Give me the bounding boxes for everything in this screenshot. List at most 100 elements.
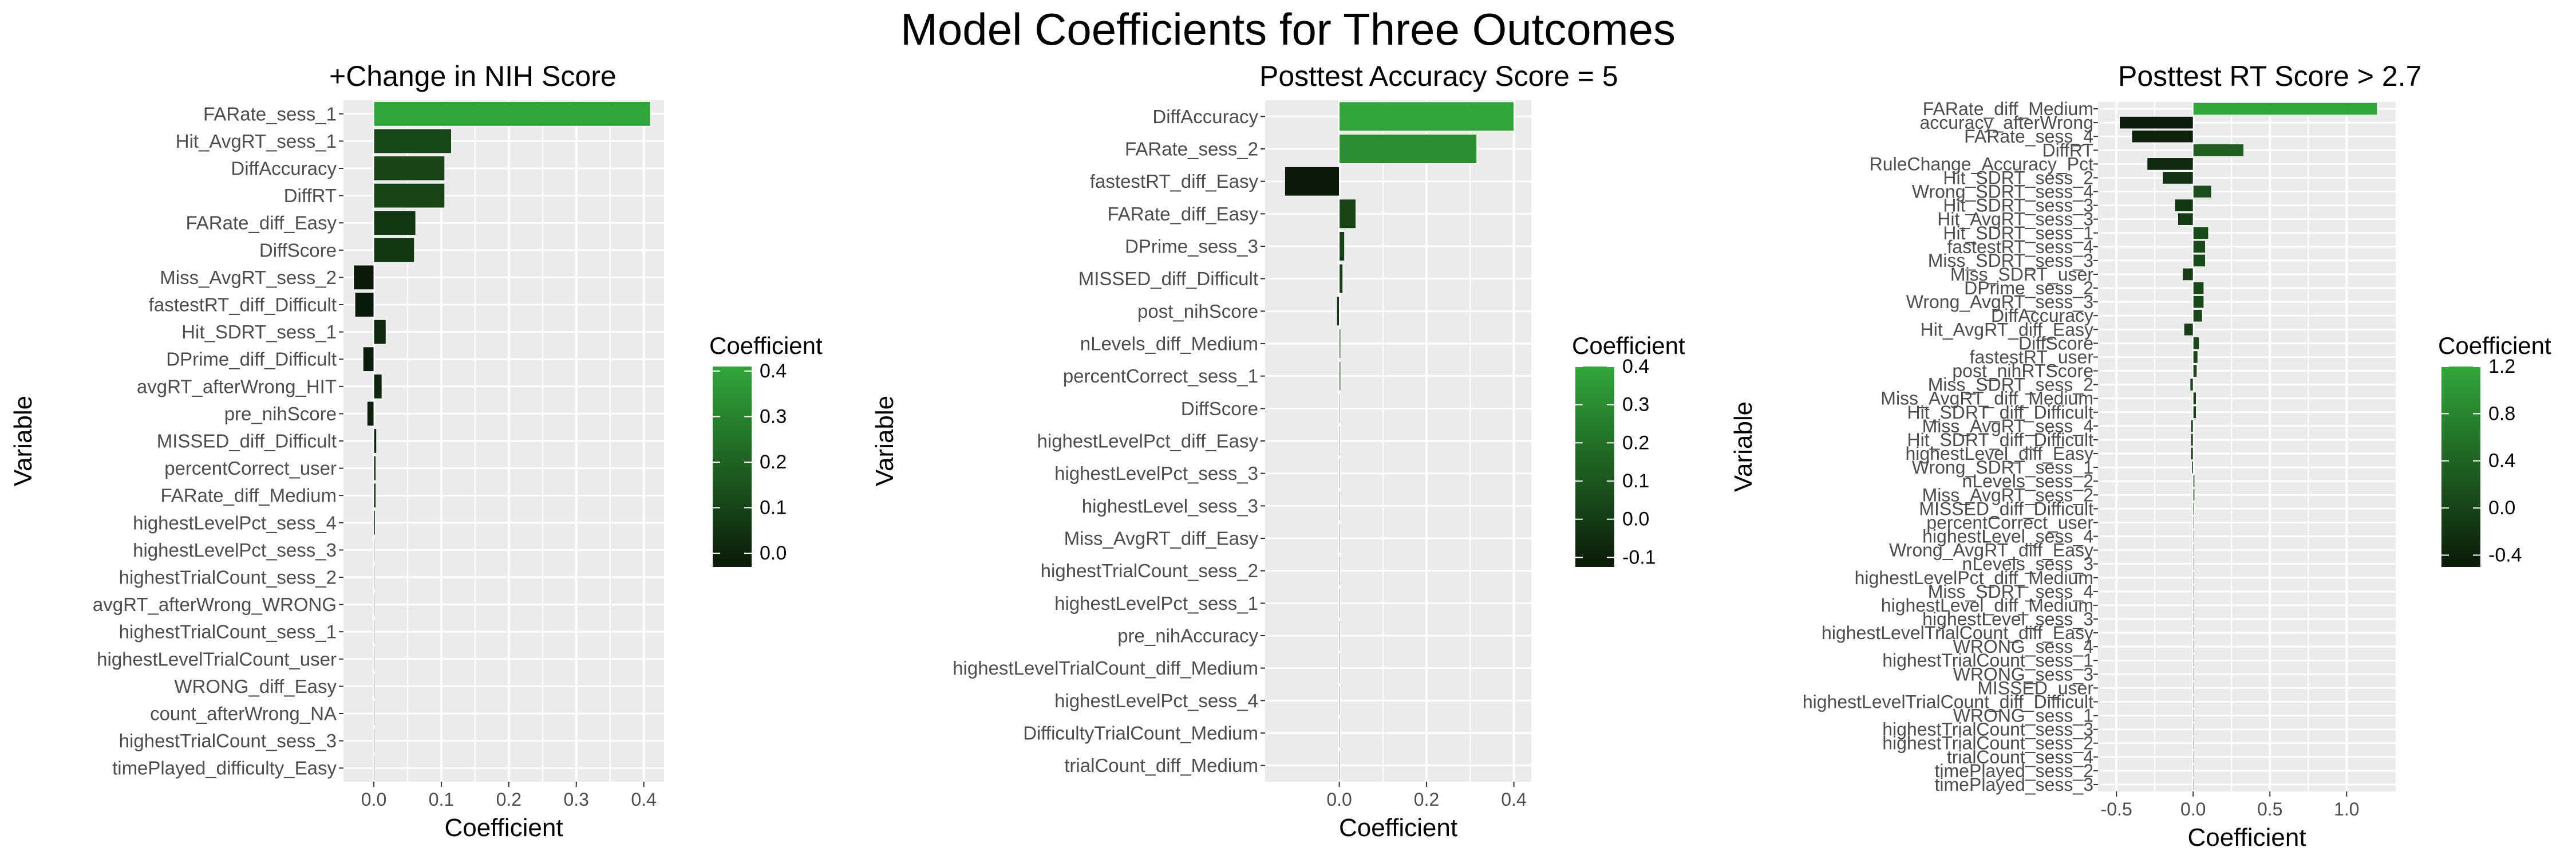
category-label: timePlayed_difficulty_Easy xyxy=(112,758,337,779)
bar-highestLevel_sess_3 xyxy=(1339,491,1341,521)
bar-Wrong_SDRT_sess_1 xyxy=(2191,460,2194,474)
bar-accuracy_afterWrong xyxy=(2119,116,2194,129)
bar-Hit_AvgRT_sess_1 xyxy=(373,128,452,154)
category-label: highestTrialCount_sess_1 xyxy=(1882,650,2093,671)
bar-highestLevelPct_sess_4 xyxy=(373,510,376,535)
bar-fastestRT_sess_4 xyxy=(2192,240,2206,254)
category-label: Miss_AvgRT_diff_Medium xyxy=(1880,388,2093,409)
y-axis-title: Variable xyxy=(9,396,37,486)
bar-DiffScore xyxy=(1339,393,1341,424)
category-label: highestTrialCount_sess_2 xyxy=(1041,560,1258,581)
category-label: Wrong_SDRT_sess_1 xyxy=(1912,457,2093,478)
bar-DiffScore xyxy=(373,237,415,263)
category-label: FARate_diff_Medium xyxy=(160,485,337,506)
colorbar xyxy=(1575,367,1614,567)
panel-background xyxy=(1265,100,1531,782)
category-label: FARate_diff_Medium xyxy=(1923,98,2093,119)
colorbar-tick-label: 0.1 xyxy=(1622,470,1649,492)
category-label: Wrong_SDRT_sess_4 xyxy=(1912,182,2093,202)
bar-trialCount_diff_Medium xyxy=(1339,750,1341,781)
bar-fastestRT_user xyxy=(2192,350,2198,364)
category-label: Hit_SDRT_sess_1 xyxy=(1943,223,2093,243)
colorbar xyxy=(2441,367,2480,567)
bar-Wrong_SDRT_sess_4 xyxy=(2192,185,2212,198)
category-label: RuleChange_Accuracy_Pct xyxy=(1870,153,2093,174)
bar-Miss_SDRT_user xyxy=(2182,267,2194,281)
bar-count_afterWrong_NA xyxy=(373,701,376,726)
x-tick-label: 0.4 xyxy=(631,789,656,810)
bar-Miss_AvgRT_sess_2 xyxy=(2192,488,2195,502)
legend-title: Coefficient xyxy=(1572,332,1685,359)
bar-avgRT_afterWrong_HIT xyxy=(373,373,382,399)
category-label: highestTrialCount_sess_2 xyxy=(1882,733,2093,754)
category-label: DPrime_sess_2 xyxy=(1964,278,2093,298)
legend-title: Coefficient xyxy=(2438,332,2551,359)
colorbar-tick-label: 0.4 xyxy=(760,360,787,382)
bar-highestLevelTrialCount_diff_Medium xyxy=(1339,653,1341,683)
category-label: Miss_SDRT_sess_3 xyxy=(1928,250,2093,271)
bar-highestLevelPct_sess_3 xyxy=(1339,458,1341,488)
category-label: highestLevelPct_diff_Medium xyxy=(1855,568,2093,588)
category-label: WRONG_sess_1 xyxy=(1953,706,2093,726)
category-label: percentCorrect_sess_1 xyxy=(1063,365,1258,387)
category-label: DiffScore xyxy=(2018,333,2093,353)
x-tick-label: 0.5 xyxy=(2257,799,2282,819)
bar-DiffRT xyxy=(2192,143,2245,157)
colorbar-tick-label: 0.3 xyxy=(1622,394,1649,416)
bar-Miss_AvgRT_sess_2 xyxy=(353,265,374,290)
category-label: WRONG_sess_4 xyxy=(1953,636,2093,657)
category-label: count_afterWrong_NA xyxy=(150,703,337,724)
bar-highestLevelPct_diff_Medium xyxy=(2192,571,2195,585)
x-tick-label: 0.1 xyxy=(429,789,454,810)
x-tick-label: 0.0 xyxy=(361,789,386,810)
bar-Hit_SDRT_sess_2 xyxy=(2162,171,2194,184)
category-label: accuracy_afterWrong xyxy=(1919,112,2093,133)
bar-Miss_AvgRT_diff_Easy xyxy=(1339,523,1341,553)
category-label: fastestRT_user xyxy=(1970,346,2094,367)
bar-DiffAccuracy xyxy=(2192,309,2203,322)
category-label: highestTrialCount_sess_3 xyxy=(119,730,337,751)
bar-DiffRT xyxy=(373,183,445,208)
bar-timePlayed_sess_3 xyxy=(2192,778,2195,791)
panel-background xyxy=(2098,102,2396,791)
bar-Miss_AvgRT_diff_Medium xyxy=(2192,392,2197,405)
category-label: FARate_sess_2 xyxy=(1125,139,1258,160)
x-tick-label: 0.3 xyxy=(563,789,588,810)
bar-highestLevelPct_sess_3 xyxy=(373,537,376,563)
colorbar xyxy=(713,367,752,567)
bar-nLevels_sess_2 xyxy=(2192,474,2195,488)
colorbar-tick-label: 0.0 xyxy=(760,542,787,564)
bar-pre_nihScore xyxy=(366,401,374,427)
legend-title: Coefficient xyxy=(709,332,823,359)
y-axis-title: Variable xyxy=(1729,401,1757,492)
category-label: highestLevelPct_sess_1 xyxy=(1054,593,1258,614)
bar-DiffScore xyxy=(2192,337,2200,350)
bar-trialCount_sess_4 xyxy=(2192,750,2195,764)
category-label: Hit_SDRT_diff_Difficult xyxy=(1907,430,2094,450)
category-label: timePlayed_sess_3 xyxy=(1935,774,2093,795)
bar-percentCorrect_user xyxy=(373,455,377,481)
bar-WRONG_sess_3 xyxy=(2192,667,2195,681)
category-label: DPrime_diff_Difficult xyxy=(166,349,337,370)
category-label: trialCount_diff_Medium xyxy=(1064,755,1258,776)
category-label: percentCorrect_user xyxy=(1926,512,2093,533)
x-tick-label: 0.4 xyxy=(1501,789,1526,810)
x-tick-label: -0.5 xyxy=(2101,799,2132,819)
category-label: Hit_AvgRT_sess_1 xyxy=(176,131,337,152)
category-label: Hit_SDRT_diff_Difficult xyxy=(1907,402,2094,423)
category-label: highestLevel_diff_Easy xyxy=(1905,443,2093,464)
category-label: highestLevelTrialCount_diff_Medium xyxy=(953,657,1258,679)
category-label: highestLevelTrialCount_diff_Easy xyxy=(1822,622,2093,643)
bar-highestLevelPct_diff_Easy xyxy=(1339,426,1341,456)
category-label: post_nihScore xyxy=(1137,301,1258,322)
colorbar-tick-label: 0.4 xyxy=(1622,356,1649,377)
category-label: DiffAccuracy xyxy=(1991,305,2093,326)
bar-highestTrialCount_sess_2 xyxy=(373,565,376,590)
category-label: DiffAccuracy xyxy=(231,158,337,179)
x-tick-label: 0.0 xyxy=(2180,799,2206,819)
category-label: highestLevel_sess_3 xyxy=(1082,495,1258,517)
category-label: Miss_SDRT_sess_4 xyxy=(1928,581,2093,602)
category-label: highestTrialCount_sess_3 xyxy=(1882,719,2093,740)
category-label: FARate_sess_1 xyxy=(203,103,337,124)
